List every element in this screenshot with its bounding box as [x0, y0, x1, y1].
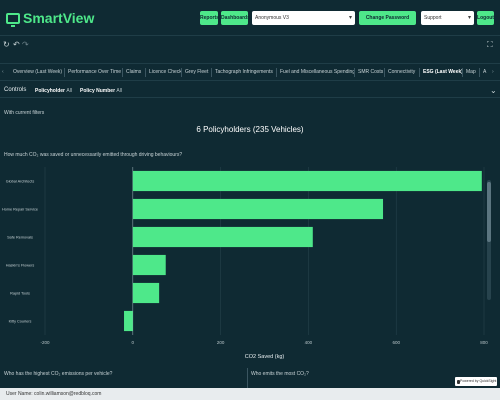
tab-fuel[interactable]: Fuel and Miscellaneous Spending [280, 69, 356, 75]
account-select[interactable]: Anonymous V3 ▾ [252, 11, 355, 25]
category-label: Rapid Tools [10, 292, 30, 296]
policyholder-value: All [66, 88, 72, 94]
tab-smr-costs[interactable]: SMR Costs [358, 69, 384, 75]
tab-connectivity[interactable]: Connectivity [388, 69, 416, 75]
bar-kitty-couriers[interactable] [124, 310, 133, 332]
x-axis-title: CO2 Saved (kg) [245, 354, 285, 360]
change-password-button[interactable]: Change Password [359, 11, 416, 25]
sheet-tabs: ‹ Overview (Last Week) Performance Over … [0, 63, 500, 81]
x-tick-label: 0 [132, 340, 135, 345]
policyholder-label: Policyholder [35, 88, 66, 94]
logo-suffix: View [62, 10, 95, 26]
account-select-value: Anonymous V3 [255, 15, 289, 21]
footer-user: User Name: colin.williamson@redbloq.com [0, 388, 500, 400]
redo-icon[interactable]: ↷ [22, 40, 29, 49]
monitor-icon [6, 12, 20, 27]
controls-bar: Controls Policyholder All Policy Number … [0, 84, 500, 98]
undo-icon[interactable]: ↶ [13, 40, 20, 49]
tab-tachograph[interactable]: Tachograph Infringements [215, 69, 273, 75]
category-label: Global Architects [6, 180, 35, 184]
logo-text: SmartView [23, 10, 94, 26]
bar-safe-removals[interactable] [132, 226, 313, 248]
policyholder-control[interactable]: Policyholder All [35, 88, 72, 94]
co2-question: How much CO₂ was saved or unnecessarily … [4, 152, 183, 158]
dashboards-button[interactable]: Dashboards [221, 11, 250, 25]
tab-scroll-left[interactable]: ‹ [2, 69, 4, 75]
x-tick-label: 200 [217, 340, 225, 345]
support-select-value: Support [424, 15, 442, 21]
logout-button[interactable]: Logout [477, 11, 494, 25]
fullscreen-icon[interactable]: ⛶ [487, 40, 493, 49]
chevron-down-icon[interactable]: ⌄ [490, 86, 497, 95]
co2-bar-chart: -200 0 200 400 600 800 Global Architects Home R… [2, 167, 488, 360]
category-label: Kitty Couriers [9, 320, 32, 324]
logo-prefix: Smart [23, 10, 63, 26]
bar-haskin-s-flowers[interactable] [132, 254, 166, 276]
chevron-down-icon: ▾ [467, 15, 471, 21]
bar-home-repair-service[interactable] [132, 198, 384, 220]
tab-map[interactable]: Map [466, 69, 476, 75]
category-label: Home Repair Service [2, 208, 38, 212]
x-tick-label: 800 [480, 340, 488, 345]
toolbar: ↻ ↶ ↷ ⛶ [0, 40, 500, 56]
bar-rapid-tools[interactable] [132, 282, 160, 304]
controls-title: Controls [4, 87, 27, 93]
most-emissions-question: Who emits the most CO₂? [251, 371, 309, 377]
policy-number-label: Policy Number [80, 88, 116, 94]
x-tick-label: 400 [305, 340, 313, 345]
x-tick-label: -200 [40, 340, 50, 345]
chevron-down-icon: ▾ [348, 15, 352, 21]
category-label: Safe Removals [7, 236, 33, 240]
tab-grey-fleet[interactable]: Grey Fleet [185, 69, 209, 75]
tab-scroll-right[interactable]: › [492, 69, 494, 75]
reports-button[interactable]: Reports [200, 11, 219, 25]
highest-emissions-question: Who has the highest CO₂ emissions per ve… [4, 371, 113, 377]
category-label: Haskin's Flowers [6, 264, 35, 268]
refresh-icon[interactable]: ↻ [3, 40, 10, 49]
tab-performance[interactable]: Performance Over Time [68, 69, 122, 75]
bar-global-architects[interactable] [132, 170, 482, 192]
tab-truncated[interactable]: A [483, 69, 487, 75]
policy-number-control[interactable]: Policy Number All [80, 88, 122, 94]
tab-claims[interactable]: Claims [126, 69, 142, 75]
x-tick-label: 600 [392, 340, 400, 345]
tab-overview[interactable]: Overview (Last Week) [13, 69, 63, 75]
panel-divider [247, 368, 248, 388]
top-bar: SmartView Reports Dashboards Anonymous V… [0, 0, 500, 36]
tab-licence-check[interactable]: Licence Check [149, 69, 182, 75]
powered-by-badge: Powered by QuickSight [455, 377, 497, 386]
policyholders-headline: 6 Policyholders (235 Vehicles) [196, 125, 304, 134]
scrollbar-thumb[interactable] [487, 182, 491, 242]
dashboard-main: With current filters 6 Policyholders (23… [0, 100, 500, 400]
tab-esg[interactable]: ESG (Last Week) [423, 69, 463, 75]
support-select[interactable]: Support ▾ [421, 11, 474, 25]
policy-number-value: All [116, 88, 122, 94]
filters-text: With current filters [4, 110, 45, 116]
logo[interactable]: SmartView [6, 10, 94, 27]
